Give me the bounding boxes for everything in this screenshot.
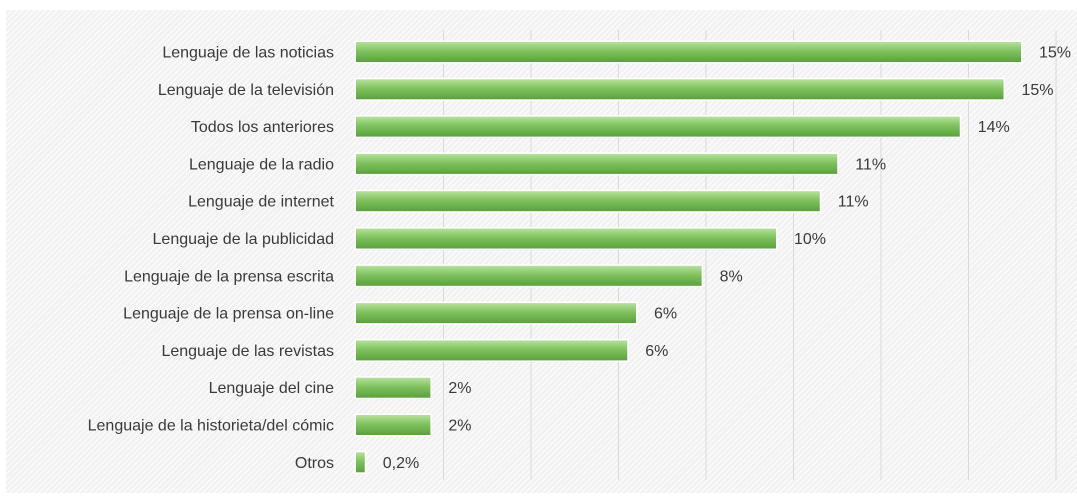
bar [356, 191, 820, 212]
bars [354, 40, 1023, 474]
bar [356, 303, 636, 324]
category-label: Lenguaje de la prensa escrita [124, 268, 334, 285]
value-label: 8% [720, 268, 743, 285]
category-label: Lenguaje de la publicidad [153, 231, 334, 248]
value-label: 0,2% [383, 455, 419, 472]
bar [356, 415, 431, 435]
value-label: 15% [1022, 82, 1054, 99]
value-label: 10% [794, 231, 826, 248]
bar [356, 340, 628, 361]
category-label: Lenguaje de las noticias [162, 45, 334, 62]
value-labels: 15% 15% 14% 11% 11% 10% 8% 6% 6% 2% 2% 0,2% [383, 45, 1071, 472]
category-label: Lenguaje de internet [188, 194, 334, 211]
gridlines [443, 30, 1057, 480]
value-label: 11% [855, 156, 886, 173]
bar [356, 452, 365, 473]
value-label: 2% [448, 418, 471, 435]
value-label: 6% [645, 343, 668, 360]
bar [356, 228, 776, 249]
category-label: Otros [295, 455, 334, 472]
bar [356, 265, 702, 286]
value-label: 14% [978, 119, 1010, 136]
bar [356, 79, 1004, 100]
bar-chart: Lenguaje de las noticias Lenguaje de la t… [88, 30, 1071, 480]
category-label: Lenguaje de las revistas [161, 343, 334, 360]
value-label: 6% [654, 306, 677, 323]
bar [356, 153, 838, 174]
bar [356, 42, 1021, 62]
value-label: 15% [1039, 45, 1071, 62]
category-label: Todos los anteriores [191, 119, 334, 136]
bar [356, 116, 960, 137]
category-label: Lenguaje de la televisión [158, 82, 334, 99]
category-labels: Lenguaje de las noticias Lenguaje de la t… [88, 45, 335, 472]
category-label: Lenguaje de la historieta/del cómic [88, 418, 334, 435]
bar [356, 377, 431, 398]
category-label: Lenguaje de la prensa on-line [123, 306, 334, 323]
category-label: Lenguaje del cine [209, 380, 335, 397]
chart-area: Lenguaje de las noticias Lenguaje de la t… [6, 10, 1077, 493]
value-label: 11% [838, 194, 869, 211]
category-label: Lenguaje de la radio [189, 156, 334, 173]
value-label: 2% [448, 380, 471, 397]
